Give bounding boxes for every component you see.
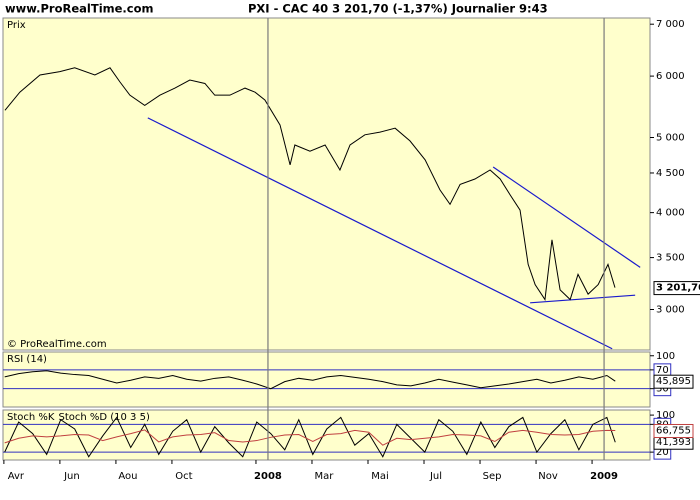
label-box: [653, 423, 694, 438]
panel: [2, 351, 651, 408]
value-label: 3 201,70: [656, 283, 700, 294]
y-tick-label: 100: [656, 351, 675, 362]
trendline: [530, 294, 636, 304]
x-tick-label: Jul: [429, 471, 442, 482]
y-tick-label: 30: [656, 384, 669, 395]
y-tick-label: 4 500: [656, 168, 685, 179]
x-tick-label: Aou: [118, 471, 137, 482]
y-tick-label: 5 000: [656, 132, 685, 143]
series-line: [4, 429, 616, 446]
value-label: 45,895: [656, 376, 691, 387]
x-tick-label: 2008: [254, 471, 282, 482]
series-name: Stoch %K: [7, 412, 55, 423]
series-line: [4, 416, 616, 458]
y-tick-label: 3 000: [656, 304, 685, 315]
x-tick-label: Mai: [371, 471, 389, 482]
y-tick-label: 3 500: [656, 253, 685, 264]
y-tick-label: 20: [656, 447, 669, 458]
x-tick-label: Nov: [538, 471, 558, 482]
y-tick-label: 70: [656, 365, 669, 376]
y-tick-label: 6 000: [656, 71, 685, 82]
x-tick-label: Sep: [483, 471, 502, 482]
value-label: 66,755: [656, 425, 691, 436]
site-name: www.ProRealTime.com: [5, 2, 154, 16]
x-tick-label: Mar: [315, 471, 335, 482]
credit: © ProRealTime.com: [7, 339, 107, 350]
y-tick-label: 4 000: [656, 208, 685, 219]
trendline: [147, 117, 613, 350]
chart-title: PXI - CAC 40 3 201,70 (-1,37%) Journalie…: [248, 2, 548, 16]
x-tick-label: Jun: [63, 471, 80, 482]
series-name: RSI (14): [7, 354, 47, 365]
y-tick-label: 7 000: [656, 19, 685, 30]
value-label: 41,393: [656, 437, 691, 448]
x-tick-label: Avr: [8, 471, 25, 482]
series-name: Stoch %D (10 3 5): [58, 412, 149, 423]
trendline: [492, 166, 641, 268]
series-name: Prix: [7, 20, 26, 31]
x-tick-label: 2009: [590, 471, 618, 482]
x-tick-label: Oct: [175, 471, 192, 482]
series-line: [4, 67, 616, 301]
panel: [2, 17, 651, 351]
y-tick-label: 100: [656, 410, 675, 421]
series-line: [4, 370, 616, 390]
label-box: [653, 374, 694, 389]
label-box: [653, 281, 700, 296]
